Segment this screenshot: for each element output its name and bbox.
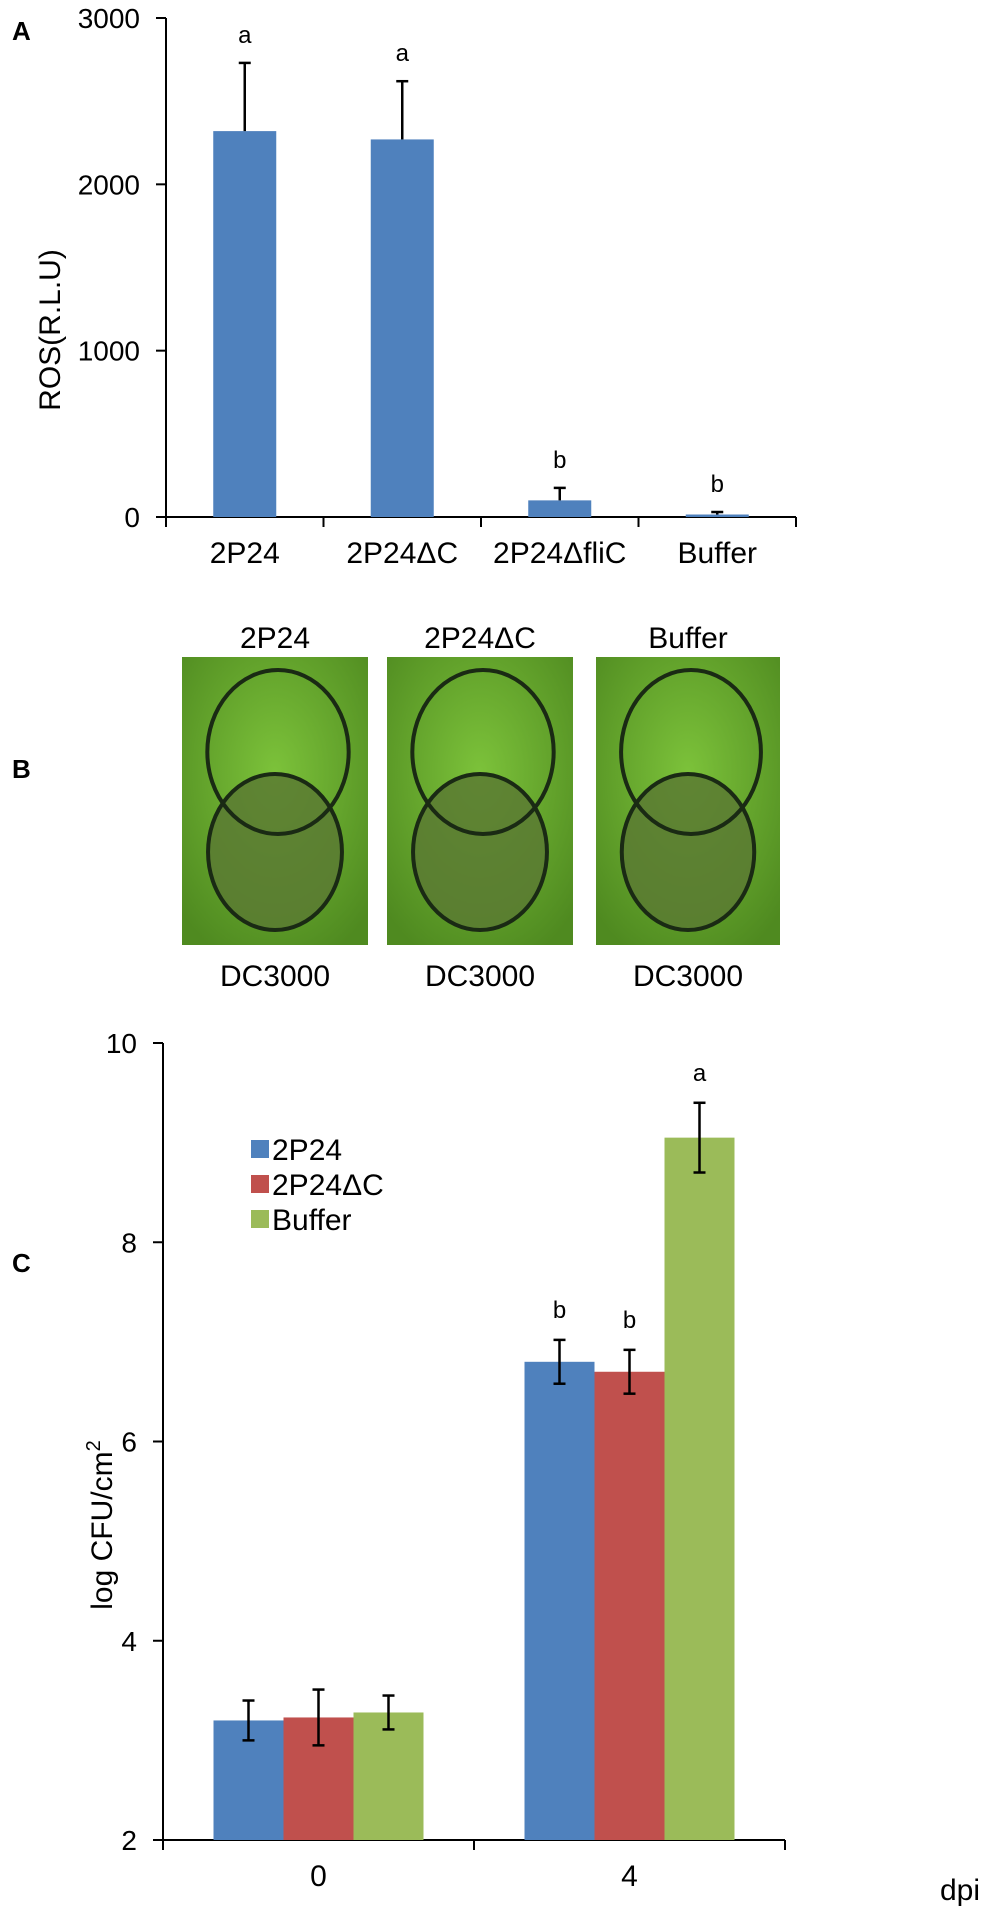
chart-a-bar bbox=[528, 500, 592, 517]
chart-c-y-tick-label: 2 bbox=[121, 1825, 137, 1856]
leaf-photo-bottom-label: DC3000 bbox=[425, 960, 535, 993]
leaf-ring-lower bbox=[206, 772, 344, 932]
leaf-ring-upper bbox=[410, 668, 556, 836]
chart-a-significance-label: b bbox=[711, 471, 724, 498]
chart-a-y-tick-label: 1000 bbox=[78, 336, 140, 367]
chart-a-bar bbox=[370, 139, 434, 517]
leaf-photo-bottom-label: DC3000 bbox=[633, 960, 743, 993]
chart-c-y-tick-label: 6 bbox=[121, 1427, 137, 1458]
chart-a-category-label: 2P24 bbox=[210, 537, 280, 570]
leaf-ring-lower bbox=[411, 772, 549, 932]
chart-c-y-axis-title: log CFU/cm2 bbox=[83, 1440, 119, 1609]
leaf-photo-top-label: 2P24ΔC bbox=[424, 622, 536, 655]
leaf-photos: 2P24 DC3000 2P24ΔC DC3000 Buffer DC3000 bbox=[182, 622, 780, 993]
leaf-infiltration-zone bbox=[621, 774, 755, 930]
chart-c-bar bbox=[353, 1712, 424, 1840]
chart-c-y-tick-label: 4 bbox=[121, 1626, 137, 1657]
chart-c-legend-label: Buffer bbox=[272, 1204, 352, 1237]
chart-a-bar bbox=[213, 131, 277, 517]
chart-a-y-tick-label: 0 bbox=[124, 502, 140, 533]
chart-c-y-tick-label: 10 bbox=[106, 1028, 137, 1059]
chart-c-x-axis-title: dpi bbox=[940, 1874, 980, 1907]
chart-c-y-axis-title-sup: 2 bbox=[83, 1440, 105, 1451]
chart-a-significance-label: a bbox=[396, 40, 410, 67]
chart-a-y-axis-title: ROS(R.L.U) bbox=[34, 249, 67, 411]
panel-a-letter: A bbox=[12, 16, 31, 46]
chart-c-y-axis-title-main: log CFU/cm bbox=[86, 1451, 119, 1609]
chart-a-bar bbox=[685, 514, 749, 517]
leaf-photo-bottom-label: DC3000 bbox=[220, 960, 330, 993]
chart-a-category-label: 2P24ΔfliC bbox=[493, 537, 626, 570]
chart-c-y-tick-label: 8 bbox=[121, 1227, 137, 1258]
chart-c-significance-label: b bbox=[623, 1307, 636, 1334]
chart-a-significance-label: a bbox=[238, 22, 252, 49]
chart-c-category-label: 0 bbox=[310, 1860, 327, 1893]
chart-a: 0 1000 2000 3000 a 2P24 a 2P24ΔC b 2P24ΔfliC b Buff… bbox=[78, 3, 797, 570]
chart-c-legend-label: 2P24ΔC bbox=[272, 1169, 384, 1202]
leaf-ring-upper bbox=[205, 668, 351, 836]
chart-c-significance-label: b bbox=[553, 1297, 566, 1324]
chart-a-significance-label: b bbox=[553, 447, 566, 474]
chart-a-y-tick-label: 3000 bbox=[78, 3, 140, 34]
chart-c-bar bbox=[524, 1361, 595, 1840]
leaf-photo-top-label: Buffer bbox=[648, 622, 728, 655]
leaf-infiltration-zone bbox=[413, 774, 547, 930]
chart-a-category-label: 2P24ΔC bbox=[346, 537, 458, 570]
chart-a-category-label: Buffer bbox=[678, 537, 758, 570]
panel-b-letter: B bbox=[12, 754, 31, 784]
leaf-infiltration-zone bbox=[208, 774, 342, 930]
chart-c-legend-swatch bbox=[251, 1210, 269, 1228]
chart-c-bar bbox=[594, 1371, 665, 1840]
leaf-photo-top-label: 2P24 bbox=[240, 622, 310, 655]
leaf-ring-lower bbox=[619, 772, 757, 932]
chart-c-significance-label: a bbox=[693, 1060, 707, 1087]
chart-c-category-label: 4 bbox=[621, 1860, 638, 1893]
chart-c-legend-swatch bbox=[251, 1175, 269, 1193]
leaf-ring-upper bbox=[619, 668, 763, 836]
chart-c-legend-label: 2P24 bbox=[272, 1134, 342, 1167]
chart-c-legend-swatch bbox=[251, 1140, 269, 1158]
chart-a-y-tick-label: 2000 bbox=[78, 169, 140, 200]
panel-c-letter: C bbox=[12, 1248, 31, 1278]
chart-c-bar bbox=[664, 1137, 735, 1840]
